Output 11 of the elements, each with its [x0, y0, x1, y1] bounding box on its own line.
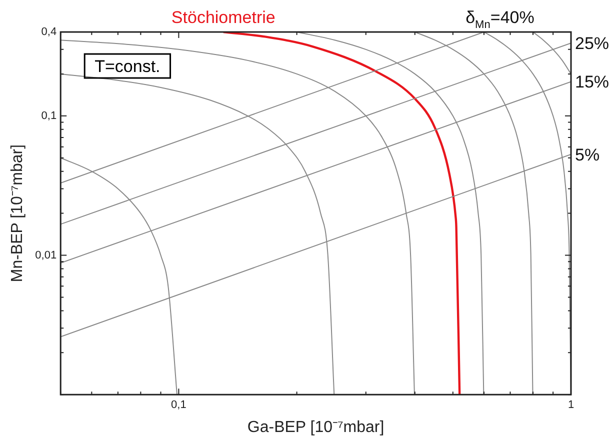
x-tick-label: 1: [568, 399, 574, 412]
y-axis-title: Mn-BEP [10⁻⁷mbar]: [9, 144, 26, 282]
annotation: T=const.: [94, 57, 160, 76]
y-tick-label: 0,4: [41, 26, 57, 38]
x-axis-title: Ga-BEP [10⁻⁷mbar]: [247, 418, 384, 436]
series-label: 25%: [575, 34, 610, 54]
series-label: 15%: [575, 72, 610, 92]
y-tick-label: 0,1: [41, 110, 57, 122]
y-tick-label: 0,01: [35, 249, 57, 262]
series-label: Stöchiometrie: [171, 8, 276, 27]
series-label: 5%: [575, 145, 600, 164]
